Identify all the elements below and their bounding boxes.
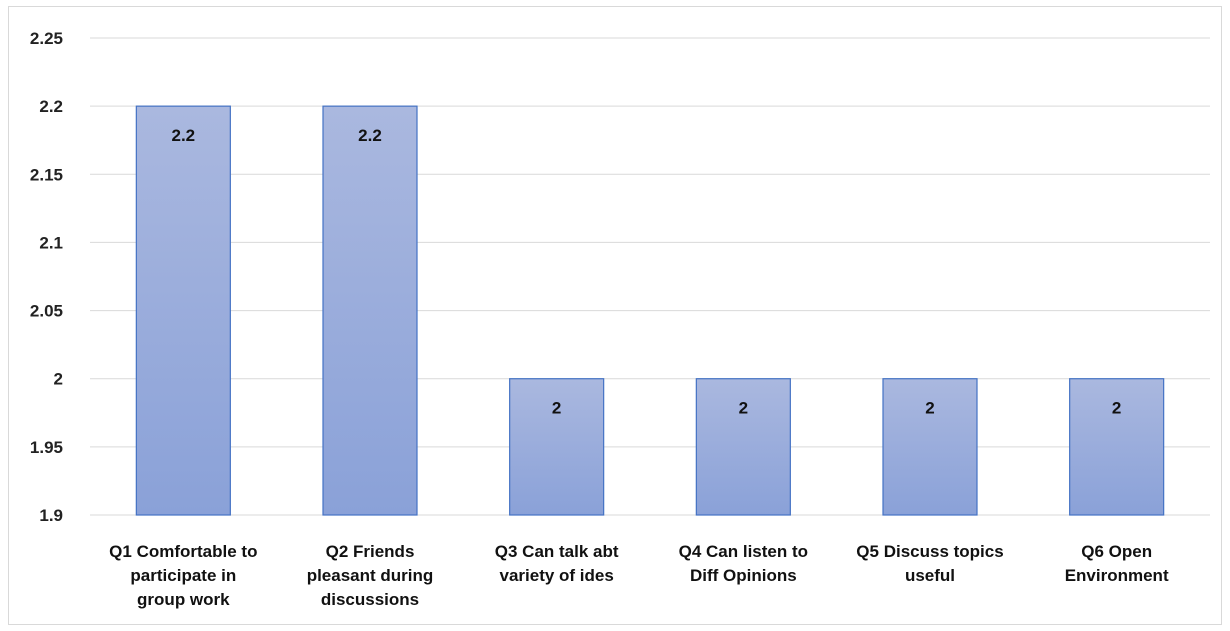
y-tick-label: 1.9 — [39, 506, 63, 525]
gridlines — [90, 37, 1210, 516]
y-tick-label: 2.2 — [39, 97, 63, 116]
data-label: 2 — [925, 399, 934, 418]
category-label: Q6 Open Environment — [1065, 542, 1169, 585]
data-labels: 2.2 2.2 2 2 2 2 — [172, 126, 1122, 418]
bar — [1069, 378, 1165, 516]
y-axis-tick-labels: 1.9 1.95 2 2.05 2.1 2.15 2.2 2.25 — [30, 29, 63, 525]
bar — [322, 105, 418, 516]
y-tick-label: 2.1 — [39, 233, 63, 252]
data-label: 2.2 — [358, 126, 382, 145]
data-label: 2 — [739, 399, 748, 418]
category-label: Q3 Can talk abt variety of ides — [495, 542, 619, 585]
category-label: Q2 Friends pleasant during discussions — [307, 542, 434, 609]
y-tick-label: 2.05 — [30, 302, 63, 321]
bar — [882, 378, 978, 516]
bar — [509, 378, 605, 516]
bar — [695, 378, 791, 516]
bars — [135, 105, 1165, 516]
bar — [135, 105, 231, 516]
y-tick-label: 2.25 — [30, 29, 63, 48]
y-tick-label: 2.15 — [30, 165, 63, 184]
data-label: 2 — [552, 399, 561, 418]
y-tick-label: 1.95 — [30, 438, 63, 457]
data-label: 2.2 — [172, 126, 196, 145]
category-label: Q1 Comfortable to participate in group wor… — [109, 542, 257, 609]
data-label: 2 — [1112, 399, 1121, 418]
y-tick-label: 2 — [54, 370, 63, 389]
x-axis-category-labels: Q1 Comfortable to participate in group wor… — [109, 542, 1169, 609]
category-label: Q4 Can listen to Diff Opinions — [679, 542, 808, 585]
category-label: Q5 Discuss topics useful — [856, 542, 1003, 585]
